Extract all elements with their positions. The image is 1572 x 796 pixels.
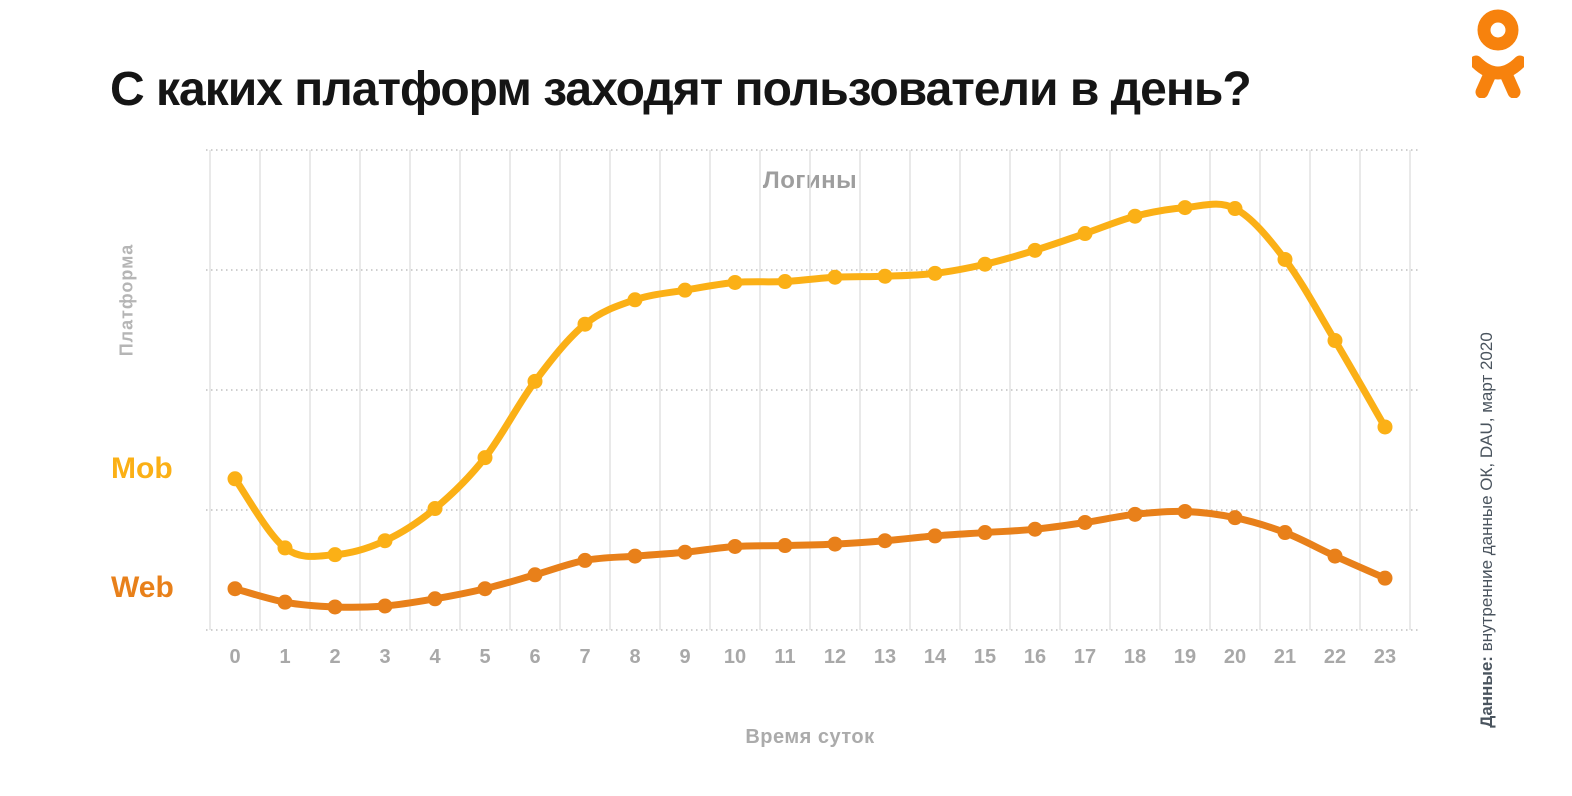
data-point-mob xyxy=(1277,251,1293,267)
ok-logo-icon xyxy=(1472,9,1524,98)
data-point-mob xyxy=(1077,226,1093,242)
data-point-mob xyxy=(527,373,543,389)
plot-area xyxy=(206,149,1418,631)
x-tick-label: 0 xyxy=(229,646,241,668)
x-tick-label: 18 xyxy=(1123,646,1147,668)
data-point-web xyxy=(877,533,893,549)
x-axis-label: Время суток xyxy=(745,726,875,748)
data-point-web xyxy=(777,538,793,554)
y-axis-label: Платформа xyxy=(116,243,137,357)
data-point-web xyxy=(477,581,493,597)
data-point-web xyxy=(1077,514,1093,530)
source-note: Данные: внутренние данные ОК, DAU, март … xyxy=(1477,332,1497,728)
series-label-web: Web xyxy=(111,571,174,604)
data-point-mob xyxy=(227,471,243,487)
data-point-web xyxy=(577,552,593,568)
data-point-web xyxy=(377,598,393,614)
line-chart xyxy=(206,149,1418,631)
x-tick-label: 20 xyxy=(1223,646,1247,668)
data-point-web xyxy=(827,536,843,552)
x-tick-label: 3 xyxy=(379,646,391,668)
data-point-mob xyxy=(327,547,343,563)
data-point-mob xyxy=(677,282,693,298)
x-tick-label: 22 xyxy=(1323,646,1347,668)
data-point-mob xyxy=(1327,333,1343,349)
x-tick-label: 1 xyxy=(279,646,291,668)
data-point-mob xyxy=(877,268,893,284)
data-point-mob xyxy=(1227,201,1243,217)
x-tick-label: 10 xyxy=(723,646,747,668)
x-tick-label: 23 xyxy=(1373,646,1397,668)
page-title: С каких платформ заходят пользователи в … xyxy=(110,63,1252,117)
data-point-mob xyxy=(1127,208,1143,224)
data-point-mob xyxy=(1027,242,1043,258)
data-point-mob xyxy=(777,274,793,290)
source-note-prefix: Данные: xyxy=(1477,656,1496,728)
x-tick-label: 2 xyxy=(329,646,341,668)
data-point-web xyxy=(527,567,543,583)
data-point-web xyxy=(327,599,343,615)
data-point-mob xyxy=(427,501,443,517)
data-point-web xyxy=(627,548,643,564)
series-label-mob: Mob xyxy=(111,452,173,485)
data-point-web xyxy=(927,528,943,544)
data-point-web xyxy=(1277,525,1293,541)
x-tick-label: 8 xyxy=(629,646,641,668)
data-point-web xyxy=(1227,510,1243,526)
x-tick-label: 5 xyxy=(479,646,491,668)
x-tick-label: 7 xyxy=(579,646,591,668)
data-point-mob xyxy=(577,316,593,332)
data-point-mob xyxy=(827,269,843,285)
data-point-mob xyxy=(1377,419,1393,435)
data-point-mob xyxy=(627,292,643,308)
data-point-web xyxy=(1177,503,1193,519)
data-point-mob xyxy=(977,256,993,272)
x-tick-label: 6 xyxy=(529,646,541,668)
data-point-mob xyxy=(1177,200,1193,216)
data-point-web xyxy=(427,591,443,607)
x-tick-label: 9 xyxy=(679,646,691,668)
data-point-web xyxy=(1327,548,1343,564)
data-point-mob xyxy=(927,265,943,281)
x-tick-label: 15 xyxy=(973,646,997,668)
x-tick-label: 16 xyxy=(1023,646,1047,668)
data-point-web xyxy=(1027,521,1043,537)
x-tick-label: 12 xyxy=(823,646,847,668)
x-tick-label: 17 xyxy=(1073,646,1097,668)
x-axis-ticks: 0 1 2 3 4 5 6 7 8 9 10 11 12 13 14 15 16 17 18 19 20 21 22 23 xyxy=(210,646,1410,672)
data-point-mob xyxy=(377,533,393,549)
data-point-mob xyxy=(477,450,493,466)
data-point-web xyxy=(277,594,293,610)
x-tick-label: 11 xyxy=(774,646,796,668)
x-tick-label: 14 xyxy=(923,646,947,668)
data-point-web xyxy=(727,538,743,554)
data-point-web xyxy=(1377,570,1393,586)
data-point-web xyxy=(977,525,993,541)
data-point-web xyxy=(227,581,243,597)
data-point-web xyxy=(1127,506,1143,522)
data-point-mob xyxy=(727,274,743,290)
data-point-web xyxy=(677,544,693,560)
source-note-text: внутренние данные ОК, DAU, март 2020 xyxy=(1477,332,1496,657)
x-tick-label: 4 xyxy=(429,646,441,668)
x-tick-label: 13 xyxy=(873,646,897,668)
x-tick-label: 19 xyxy=(1173,646,1197,668)
x-tick-label: 21 xyxy=(1273,646,1297,668)
data-point-mob xyxy=(277,540,293,556)
